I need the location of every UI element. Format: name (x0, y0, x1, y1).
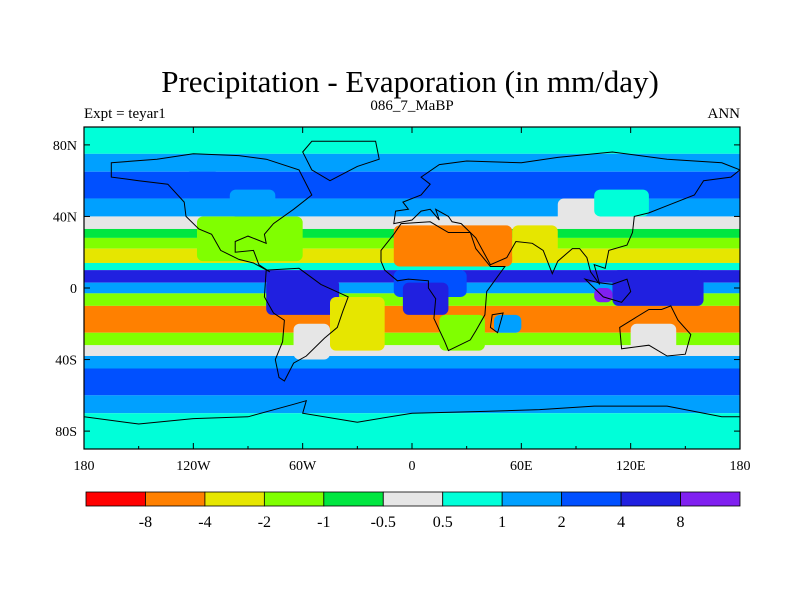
region-patch-1 (229, 189, 276, 217)
y-axis: 80N 40N 0 40S 80S (53, 139, 740, 440)
region-patch-6 (594, 189, 649, 217)
colorbar-label-3: -1 (317, 514, 330, 531)
colorbar-swatch-6 (442, 491, 503, 507)
region-patch-15 (630, 323, 677, 351)
zonal-band-16 (84, 368, 740, 396)
x-tick-label-2: 60W (289, 459, 317, 474)
region-patch-0 (196, 216, 303, 262)
colorbar-label-6: 1 (498, 514, 506, 531)
colorbar-swatch-10 (680, 491, 741, 507)
outline-australia (619, 305, 692, 357)
colorbar-label-1: -4 (198, 514, 211, 531)
outline-madagascar (489, 312, 504, 334)
colorbar: -8 -4 -2 -1 -0.5 0.5 1 2 4 8 (85, 491, 741, 531)
subtitle-left: Expt = teyar1 (84, 106, 166, 122)
region-patch-2 (184, 171, 221, 199)
zonal-band-1 (84, 153, 740, 172)
subtitle-center: 086_7_MaBP (370, 98, 453, 114)
zonal-band-14 (84, 345, 740, 356)
colorbar-label-2: -2 (258, 514, 271, 531)
x-tick-label-0: 180 (74, 459, 95, 474)
colorbar-swatch-3 (263, 491, 325, 507)
outline-south-america (263, 267, 349, 382)
colorbar-swatch-4 (323, 491, 384, 507)
colorbar-swatch-9 (620, 491, 681, 507)
outline-greenland (302, 140, 380, 182)
y-tick-label-1: 40N (53, 210, 77, 225)
y-tick-label-4: 80S (55, 425, 77, 440)
colorbar-label-8: 4 (617, 514, 625, 531)
colorbar-label-4: -0.5 (371, 514, 396, 531)
subtitle-right: ANN (708, 106, 741, 122)
colorbar-swatch-8 (561, 491, 622, 507)
colorbar-swatch-1 (145, 491, 206, 507)
land-outlines (84, 140, 740, 449)
y-tick-label-0: 80N (53, 139, 77, 154)
x-axis: 180 120W 60W 0 60E 120E 180 (74, 127, 751, 474)
colorbar-swatch-5 (382, 491, 444, 507)
map-field (84, 127, 740, 449)
x-tick-label-1: 120W (176, 459, 211, 474)
x-tick-label-6: 180 (730, 459, 751, 474)
region-patch-3 (393, 225, 513, 267)
region-patch-7 (266, 279, 340, 315)
region-patch-9 (293, 323, 330, 360)
outline-africa (380, 221, 506, 352)
y-tick-label-3: 40S (55, 354, 77, 369)
chart-title: Precipitation - Evaporation (in mm/day) (161, 64, 659, 99)
outline-antarctica (84, 399, 740, 449)
outline-north-america (110, 153, 313, 273)
zonal-band-15 (84, 355, 740, 369)
colorbar-label-7: 2 (558, 514, 566, 531)
zonal-band-13 (84, 332, 740, 346)
outline-eurasia (393, 151, 740, 285)
colorbar-label-9: 8 (677, 514, 685, 531)
outline-indonesia (583, 278, 632, 303)
x-tick-label-3: 0 (409, 459, 416, 474)
x-tick-label-4: 60E (510, 459, 533, 474)
region-patch-4 (512, 225, 558, 262)
zonal-band-17 (84, 395, 740, 414)
colorbar-swatch-7 (501, 491, 563, 507)
colorbar-swatch-0 (85, 491, 146, 507)
region-patch-14 (612, 270, 704, 306)
colorbar-swatch-2 (204, 491, 265, 507)
region-patch-11 (402, 282, 449, 315)
colorbar-label-5: 0.5 (433, 514, 453, 531)
x-tick-label-5: 120E (616, 459, 646, 474)
y-tick-label-2: 0 (70, 282, 77, 297)
colorbar-label-0: -8 (139, 514, 152, 531)
region-patch-12 (439, 314, 485, 351)
